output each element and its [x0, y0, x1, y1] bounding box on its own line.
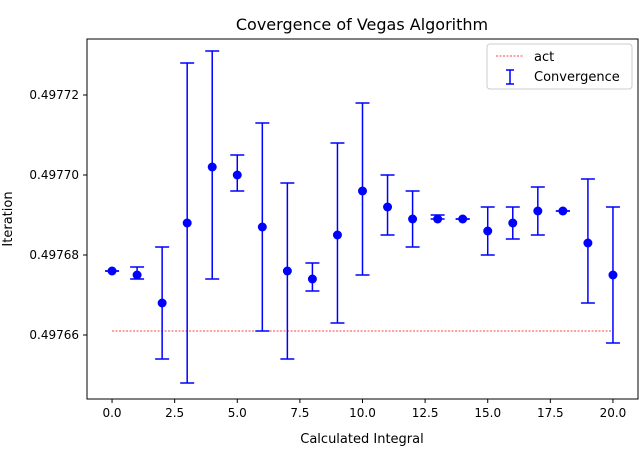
- x-tick-label: 15.0: [474, 406, 501, 420]
- errorbar-1: [130, 266, 145, 280]
- legend-convergence-swatch: [506, 69, 514, 85]
- data-point: [207, 162, 217, 172]
- y-tick-label: 0.49772: [29, 88, 79, 102]
- errorbar-9: [330, 142, 345, 324]
- data-point: [533, 206, 543, 216]
- errorbar-2: [155, 246, 170, 360]
- x-tick-label: 12.5: [412, 406, 439, 420]
- errorbar-0: [105, 266, 120, 276]
- legend: act Convergence: [486, 43, 633, 90]
- data-point: [282, 266, 292, 276]
- x-tick-label: 0.0: [102, 406, 121, 420]
- errorbar-7: [280, 182, 295, 360]
- errorbar-19: [580, 178, 595, 304]
- data-point: [358, 186, 367, 196]
- data-point: [132, 270, 142, 280]
- data-point: [332, 230, 342, 240]
- data-point: [508, 218, 518, 228]
- data-point: [608, 270, 618, 280]
- x-tick-label: 2.5: [165, 406, 184, 420]
- data-point: [558, 206, 568, 216]
- x-tick-label: 10.0: [349, 406, 376, 420]
- data-point: [483, 226, 493, 236]
- data-point: [307, 274, 317, 284]
- data-point: [583, 238, 593, 248]
- y-tick-label: 0.49766: [29, 328, 79, 342]
- data-point: [458, 214, 468, 224]
- errorbar-13: [430, 214, 445, 224]
- y-axis-ticks: 0.49766 0.49768 0.49770 0.49772: [29, 88, 87, 342]
- errorbar-17: [530, 186, 545, 236]
- data-point: [383, 202, 393, 212]
- errorbar-18: [555, 206, 570, 216]
- data-point: [157, 298, 167, 308]
- legend-act-label: act: [534, 50, 554, 65]
- errorbar-4: [205, 50, 220, 280]
- y-tick-label: 0.49770: [29, 168, 79, 182]
- data-point: [408, 214, 418, 224]
- legend-convergence-label: Convergence: [534, 70, 620, 85]
- errorbar-10: [355, 102, 370, 276]
- data-point: [433, 214, 443, 224]
- x-axis-ticks: 0.0 2.5 5.0 7.5 10.0 12.5 15.0 17.5 20.0: [102, 399, 626, 420]
- errorbar-15: [480, 206, 495, 256]
- data-point: [182, 218, 192, 228]
- errorbar-11: [380, 174, 395, 236]
- errorbar-14: [455, 214, 470, 224]
- data-point: [107, 266, 117, 276]
- x-tick-label: 20.0: [600, 406, 627, 420]
- x-tick-label: 7.5: [290, 406, 309, 420]
- errorbar-16: [505, 206, 520, 240]
- x-tick-label: 5.0: [228, 406, 247, 420]
- data-point: [232, 170, 242, 180]
- series-layer: [105, 50, 620, 384]
- errorbar-8: [305, 262, 320, 292]
- errorbar-5: [230, 154, 245, 192]
- y-axis-label: Iteration: [1, 191, 16, 246]
- errorbar-3: [180, 62, 195, 384]
- x-axis-label: Calculated Integral: [300, 432, 423, 447]
- data-point: [257, 222, 267, 232]
- errorbar-20: [605, 206, 620, 344]
- errorbar-12: [405, 190, 420, 248]
- errorbar-6: [255, 122, 270, 332]
- legend-box: [486, 43, 633, 90]
- chart-title: Covergence of Vegas Algorithm: [236, 15, 488, 34]
- y-tick-label: 0.49768: [29, 248, 79, 262]
- x-tick-label: 17.5: [537, 406, 564, 420]
